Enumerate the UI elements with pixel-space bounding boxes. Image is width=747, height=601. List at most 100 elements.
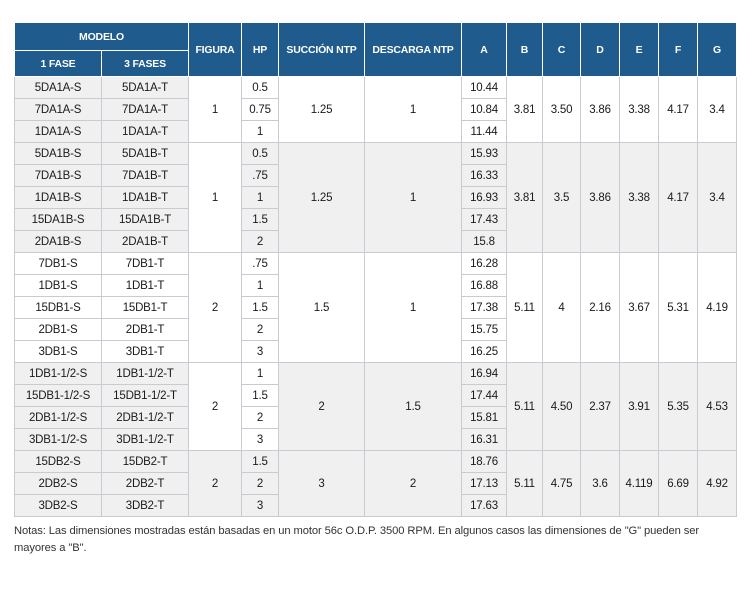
dim-b-cell: 3.81 xyxy=(506,142,543,253)
dimensions-table-container: MODELO FIGURA HP SUCCIÓN NTP DESCARGA NT… xyxy=(14,22,737,517)
model-3-fases: 5DA1B-T xyxy=(101,142,189,165)
hp-cell: 3 xyxy=(241,494,279,517)
model-1-fase: 15DB1-1/2-S xyxy=(14,384,102,407)
dim-c-cell: 4.75 xyxy=(542,450,581,517)
figura-cell: 2 xyxy=(188,450,242,517)
model-1-fase: 1DB1-1/2-S xyxy=(14,362,102,385)
hp-cell: 0.5 xyxy=(241,142,279,165)
dim-g-cell: 3.4 xyxy=(697,76,737,143)
model-3-fases: 2DB1-1/2-T xyxy=(101,406,189,429)
model-1-fase: 2DB1-1/2-S xyxy=(14,406,102,429)
model-3-fases: 1DA1A-T xyxy=(101,120,189,143)
model-3-fases: 5DA1A-T xyxy=(101,76,189,99)
model-1-fase: 1DA1A-S xyxy=(14,120,102,143)
model-1-fase: 2DA1B-S xyxy=(14,230,102,253)
figura-cell: 1 xyxy=(188,76,242,143)
dim-e-cell: 4.119 xyxy=(619,450,659,517)
model-1-fase: 5DA1B-S xyxy=(14,142,102,165)
table-row: 1DB1-1/2-S 1DB1-1/2-T 2 1 2 1.5 16.94 5.… xyxy=(14,362,737,451)
hp-cell: 1 xyxy=(241,362,279,385)
dim-a-cell: 17.63 xyxy=(461,494,507,517)
dim-f-cell: 5.35 xyxy=(658,362,698,451)
model-1-fase: 3DB1-S xyxy=(14,340,102,363)
dim-c-cell: 3.50 xyxy=(542,76,581,143)
model-3-fases: 1DB1-1/2-T xyxy=(101,362,189,385)
dim-f-cell: 6.69 xyxy=(658,450,698,517)
table-row: 7DB1-S 7DB1-T 2 .75 1.5 1 16.28 5.11 4 2… xyxy=(14,252,737,363)
descarga-cell: 2 xyxy=(364,450,462,517)
table-row: 3DB1-1/2-S 3DB1-1/2-T 3 16.31 xyxy=(14,428,737,451)
descarga-cell: 1 xyxy=(364,142,462,253)
succion-cell: 1.5 xyxy=(278,252,365,363)
table-row: 15DA1B-S 15DA1B-T 1.5 17.43 xyxy=(14,208,737,231)
hp-cell: 2 xyxy=(241,406,279,429)
dimensions-table: MODELO FIGURA HP SUCCIÓN NTP DESCARGA NT… xyxy=(14,22,737,517)
hp-cell: 2 xyxy=(241,318,279,341)
dim-a-cell: 17.44 xyxy=(461,384,507,407)
model-1-fase: 2DB1-S xyxy=(14,318,102,341)
header-succion: SUCCIÓN NTP xyxy=(278,22,365,77)
table-body: 5DA1A-S 5DA1A-T 1 0.5 1.25 1 10.44 3.81 … xyxy=(14,76,737,517)
dim-a-cell: 16.93 xyxy=(461,186,507,209)
hp-cell: .75 xyxy=(241,164,279,187)
dim-e-cell: 3.67 xyxy=(619,252,659,363)
model-1-fase: 2DB2-S xyxy=(14,472,102,495)
dim-d-cell: 2.16 xyxy=(580,252,620,363)
table-row: 3DB1-S 3DB1-T 3 16.25 xyxy=(14,340,737,363)
table-row: 7DA1A-S 7DA1A-T 0.75 10.84 xyxy=(14,98,737,121)
header-figura: FIGURA xyxy=(188,22,242,77)
model-3-fases: 2DB1-T xyxy=(101,318,189,341)
dim-a-cell: 17.13 xyxy=(461,472,507,495)
dim-f-cell: 4.17 xyxy=(658,76,698,143)
table-row: 15DB1-S 15DB1-T 1.5 17.38 xyxy=(14,296,737,319)
table-row: 2DB2-S 2DB2-T 2 17.13 xyxy=(14,472,737,495)
dim-a-cell: 10.84 xyxy=(461,98,507,121)
dim-a-cell: 10.44 xyxy=(461,76,507,99)
dim-d-cell: 3.6 xyxy=(580,450,620,517)
header-f: F xyxy=(658,22,698,77)
hp-cell: 1 xyxy=(241,120,279,143)
hp-cell: 0.5 xyxy=(241,76,279,99)
model-1-fase: 7DA1B-S xyxy=(14,164,102,187)
dim-a-cell: 17.38 xyxy=(461,296,507,319)
descarga-cell: 1 xyxy=(364,76,462,143)
header-d: D xyxy=(580,22,620,77)
hp-cell: 3 xyxy=(241,428,279,451)
model-3-fases: 3DB1-T xyxy=(101,340,189,363)
hp-cell: 1.5 xyxy=(241,296,279,319)
dim-a-cell: 16.25 xyxy=(461,340,507,363)
model-1-fase: 1DB1-S xyxy=(14,274,102,297)
hp-cell: .75 xyxy=(241,252,279,275)
table-note: Notas: Las dimensiones mostradas están b… xyxy=(14,525,700,554)
table-row: 7DA1B-S 7DA1B-T .75 16.33 xyxy=(14,164,737,187)
hp-cell: 1.5 xyxy=(241,208,279,231)
model-1-fase: 7DB1-S xyxy=(14,252,102,275)
model-1-fase: 15DB1-S xyxy=(14,296,102,319)
dim-d-cell: 3.86 xyxy=(580,142,620,253)
table-row: 2DB1-S 2DB1-T 2 15.75 xyxy=(14,318,737,341)
dim-b-cell: 5.11 xyxy=(506,450,543,517)
dim-g-cell: 3.4 xyxy=(697,142,737,253)
table-row: 2DB1-1/2-S 2DB1-1/2-T 2 15.81 xyxy=(14,406,737,429)
descarga-cell: 1.5 xyxy=(364,362,462,451)
header-g: G xyxy=(697,22,737,77)
descarga-cell: 1 xyxy=(364,252,462,363)
header-c: C xyxy=(542,22,581,77)
model-3-fases: 7DA1A-T xyxy=(101,98,189,121)
figura-cell: 2 xyxy=(188,362,242,451)
hp-cell: 2 xyxy=(241,230,279,253)
hp-cell: 3 xyxy=(241,340,279,363)
hp-cell: 1 xyxy=(241,274,279,297)
model-3-fases: 7DA1B-T xyxy=(101,164,189,187)
model-3-fases: 15DA1B-T xyxy=(101,208,189,231)
header-b: B xyxy=(506,22,543,77)
table-row: 15DB2-S 15DB2-T 2 1.5 3 2 18.76 5.11 4.7… xyxy=(14,450,737,517)
dim-a-cell: 15.8 xyxy=(461,230,507,253)
table-row: 3DB2-S 3DB2-T 3 17.63 xyxy=(14,494,737,517)
dim-c-cell: 3.5 xyxy=(542,142,581,253)
model-3-fases: 15DB2-T xyxy=(101,450,189,473)
dim-b-cell: 5.11 xyxy=(506,252,543,363)
dim-g-cell: 4.53 xyxy=(697,362,737,451)
hp-cell: 1 xyxy=(241,186,279,209)
dim-a-cell: 11.44 xyxy=(461,120,507,143)
